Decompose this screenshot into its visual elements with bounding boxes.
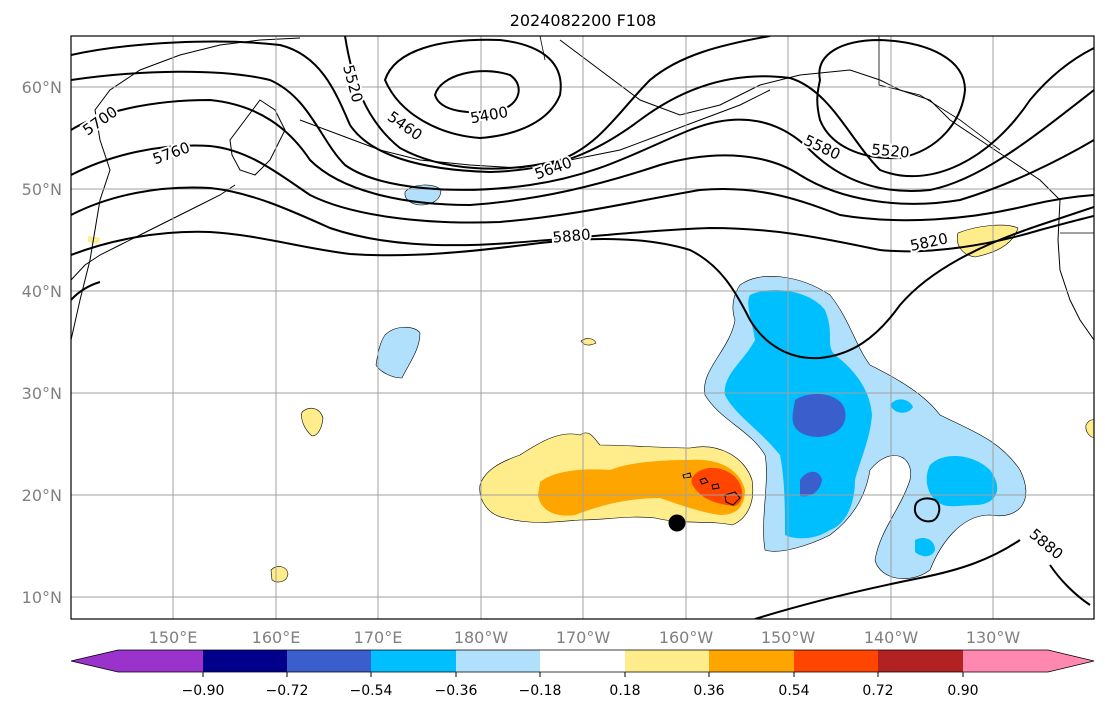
coast-hawaii-1 [724, 491, 741, 506]
colorbar-tick-label: −0.90 [182, 683, 225, 699]
colorbar: −0.90 −0.72 −0.54 −0.36 −0.18 0.18 0.36 … [70, 649, 1095, 699]
shade-yellow-3 [301, 407, 324, 437]
border-russia-us [539, 36, 546, 61]
colorbar-swatch [287, 650, 371, 672]
contour-5640 [71, 70, 1094, 192]
storm-center-marker [668, 514, 686, 532]
contour-5460 [383, 38, 562, 140]
border-alaska-canada [878, 36, 1001, 151]
contour-label: 5820 [908, 229, 949, 255]
lat-tick-labels: 60°N 50°N 40°N 30°N 20°N 10°N [22, 78, 62, 607]
contour-label: 5700 [79, 103, 121, 140]
borders [539, 36, 1094, 234]
colorbar-swatch [203, 650, 287, 672]
colorbar-swatch [794, 650, 878, 672]
shade-yellow-7 [88, 236, 100, 244]
lat-tick-label: 10°N [22, 588, 62, 607]
shade-royal-blue-2 [800, 471, 822, 497]
contour-label: 5760 [150, 138, 192, 168]
contour-label: 5520 [339, 63, 366, 105]
map-title: 2024082200 F108 [510, 11, 657, 30]
contour-label: 5880 [1026, 525, 1067, 563]
lon-tick-label: 180°W [454, 628, 509, 647]
contour-5880-north [71, 206, 1094, 360]
colorbar-swatch [963, 650, 1048, 672]
colorbar-outline [70, 649, 1095, 673]
contour-label: 5640 [532, 153, 574, 183]
shade-blue-4 [890, 399, 913, 413]
contour-label: 5400 [469, 103, 510, 127]
lon-tick-label: 130°W [966, 628, 1021, 647]
shade-yellow-2 [957, 224, 1019, 258]
contour-5700-west [71, 281, 101, 301]
contour-5820 [71, 186, 1094, 253]
lat-tick-label: 30°N [22, 384, 62, 403]
colorbar-tick-label: −0.72 [266, 683, 309, 699]
contour-5700 [71, 98, 1094, 207]
colorbar-swatch [709, 650, 794, 672]
lat-tick-label: 60°N [22, 78, 62, 97]
lon-tick-label: 160°W [659, 628, 714, 647]
contour-small-ring [913, 497, 941, 523]
lon-tick-label: 150°W [761, 628, 816, 647]
contour-label: 5520 [871, 140, 911, 161]
contour-5760 [71, 144, 1094, 224]
coast-alaska [559, 39, 1061, 201]
colorbar-right-arrow [1048, 650, 1094, 672]
gridlines [71, 36, 1094, 619]
shade-light-blue-2 [375, 326, 421, 379]
contour-5580 [71, 40, 1094, 178]
colorbar-tick-label: 0.72 [862, 683, 893, 699]
lat-tick-label: 20°N [22, 486, 62, 505]
colorbar-swatch [371, 650, 456, 672]
shade-yellow-4 [270, 566, 289, 583]
height-contours [71, 36, 1094, 619]
colorbar-tick-label: 0.36 [693, 683, 724, 699]
colorbar-swatch [625, 650, 709, 672]
contour-5520-west [344, 36, 771, 170]
lat-tick-label: 40°N [22, 282, 62, 301]
shade-orangered-plume [691, 467, 743, 506]
lon-tick-labels: 150°E 160°E 170°E 180°W 170°W 160°W 150°… [149, 628, 1021, 647]
colorbar-swatch [878, 650, 963, 672]
map-frame [70, 35, 1095, 620]
lon-tick-label: 150°E [149, 628, 198, 647]
lon-tick-label: 170°E [354, 628, 403, 647]
coast-na-west [1057, 199, 1094, 341]
shade-orange-plume [538, 459, 745, 516]
shade-blue-3 [915, 538, 935, 557]
colorbar-tick-label: −0.54 [350, 683, 393, 699]
shade-yellow-6 [1085, 419, 1094, 439]
coast-japan [71, 184, 236, 281]
contour-5880-tail [1049, 564, 1091, 606]
shade-yellow-5 [580, 338, 597, 346]
colorbar-tick-label: 0.54 [778, 683, 809, 699]
contour-label: 5580 [801, 131, 843, 163]
colorbar-tick-label: −0.36 [435, 683, 478, 699]
coast-asia [71, 37, 301, 341]
contour-5400 [433, 70, 520, 114]
coast-hawaii-3 [711, 483, 720, 490]
colorbar-tick-label: 0.90 [947, 683, 978, 699]
lon-tick-label: 140°W [864, 628, 919, 647]
colorbar-swatch [118, 650, 203, 672]
contour-label: 5880 [552, 225, 592, 246]
colorbar-tick-label: 0.18 [609, 683, 640, 699]
contour-5880-south [754, 539, 1021, 619]
colorbar-tick-label: −0.18 [519, 683, 562, 699]
colorbar-left-arrow [71, 650, 118, 672]
coast-hawaii-4 [682, 472, 692, 479]
shade-blue-2 [926, 455, 998, 507]
coast-kamchatka [229, 99, 286, 176]
colorbar-swatch [456, 650, 540, 672]
contour-5520-east [816, 38, 967, 160]
lat-tick-label: 50°N [22, 180, 62, 199]
coast-hawaii-2 [699, 477, 709, 485]
colorbar-ticks [202, 672, 964, 677]
lon-tick-label: 160°E [252, 628, 301, 647]
shade-royal-blue-1 [792, 394, 846, 437]
lon-tick-label: 170°W [556, 628, 611, 647]
colorbar-swatch [540, 650, 625, 672]
